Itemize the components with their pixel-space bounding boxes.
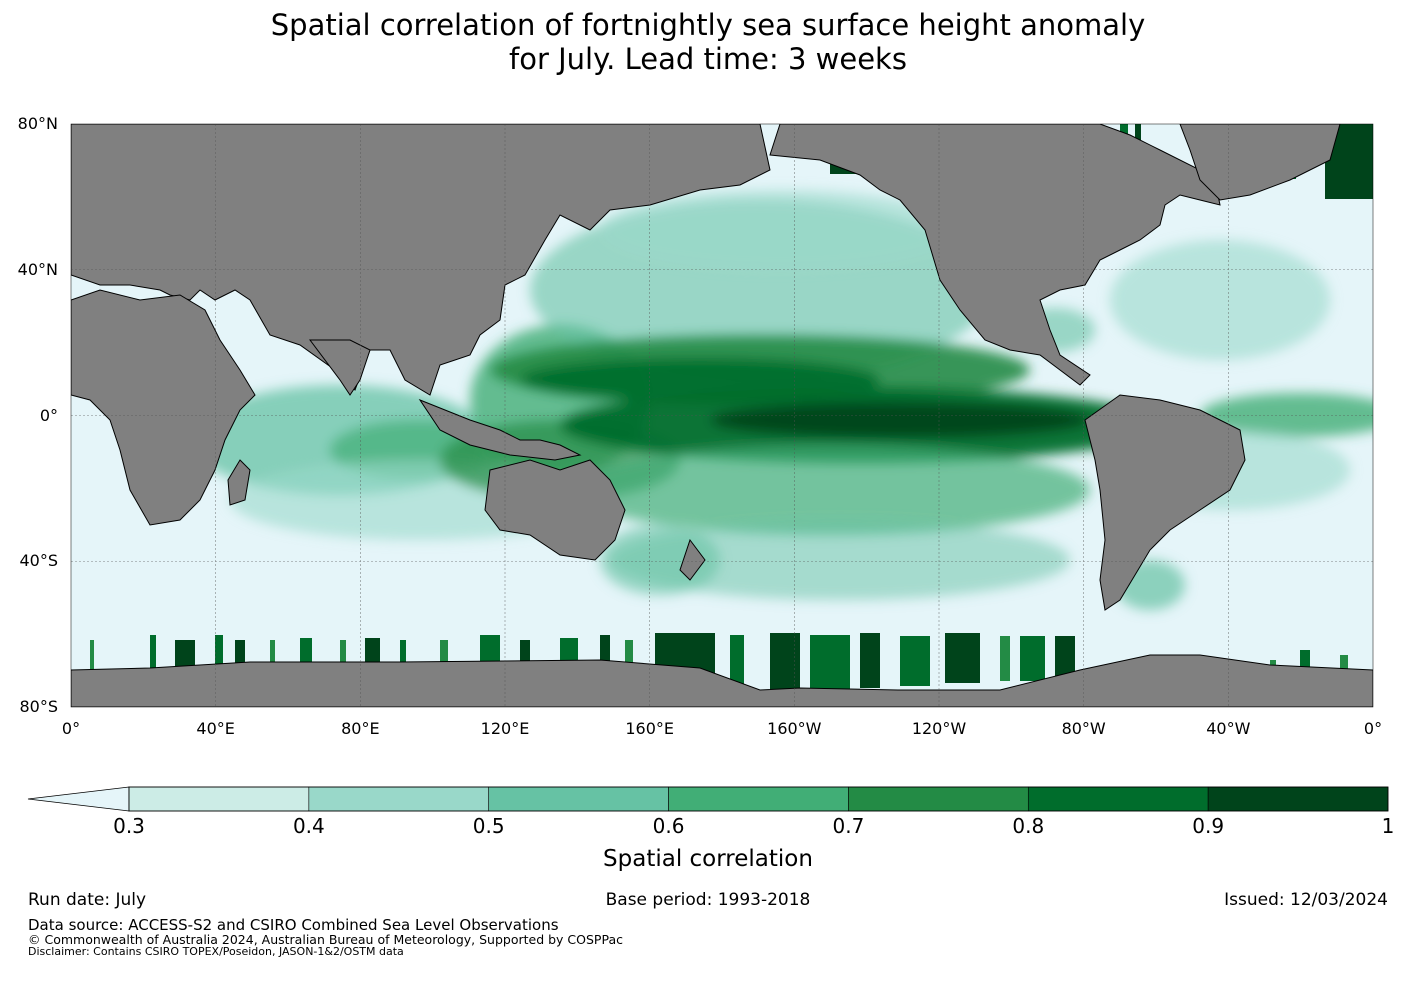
- copyright-notice: © Commonwealth of Australia 2024, Austra…: [28, 932, 623, 947]
- lat-tick-label: 40°S: [19, 551, 58, 571]
- issued-date: Issued: 12/03/2024: [1224, 890, 1388, 910]
- colorbar-tick-label: 0.4: [292, 814, 325, 838]
- colorbar-under-triangle: [27, 786, 130, 812]
- colorbar-bin: [1207, 786, 1389, 812]
- lon-tick-label: 160°E: [625, 719, 674, 738]
- land-india: [309, 339, 371, 396]
- lon-tick-label: 0°: [1363, 719, 1383, 738]
- colorbar-tick-label: 0.9: [1192, 814, 1225, 838]
- colorbar-tick-label: 0.5: [472, 814, 505, 838]
- colorbar-label: Spatial correlation: [603, 846, 813, 872]
- land-south-america: [1084, 394, 1246, 611]
- land-greenland: [1179, 124, 1341, 201]
- lat-tick-label: 80°S: [19, 697, 58, 716]
- disclaimer: Disclaimer: Contains CSIRO TOPEX/Poseido…: [28, 945, 404, 958]
- correlation-map: [70, 123, 1374, 708]
- lon-tick-label: 0°: [61, 719, 81, 738]
- data-source: Data source: ACCESS-S2 and CSIRO Combine…: [28, 916, 559, 934]
- land-australia: [484, 459, 626, 561]
- land-new-zealand: [679, 538, 706, 581]
- colorbar-bins: [128, 786, 1389, 812]
- lon-tick-label: 160°W: [767, 719, 822, 738]
- land-antarctica: [71, 654, 1373, 707]
- colorbar-tick-label: 0.3: [113, 814, 145, 838]
- colorbar: [27, 786, 1389, 812]
- chart-title: Spatial correlation of fortnightly sea s…: [0, 8, 1416, 76]
- lat-tick-label: 0°: [39, 405, 58, 425]
- land-madagascar: [227, 459, 251, 506]
- lat-tick-label: 40°N: [17, 259, 58, 279]
- lon-tick-label: 80°W: [1061, 719, 1106, 738]
- colorbar-bin: [1027, 786, 1209, 812]
- title-line-2: for July. Lead time: 3 weeks: [509, 42, 907, 76]
- land-maritime-continent: [418, 398, 582, 461]
- gridlines: [71, 124, 1373, 707]
- lon-tick-label: 40°E: [196, 719, 235, 738]
- map-frame: [70, 123, 1374, 708]
- lon-tick-label: 80°E: [341, 719, 380, 738]
- colorbar-bin: [668, 786, 849, 812]
- land-masses: [71, 124, 1373, 707]
- colorbar-tick-label: 0.7: [832, 814, 865, 838]
- colorbar-bin: [488, 786, 669, 812]
- colorbar-bin: [128, 786, 310, 812]
- run-date: Run date: July: [28, 890, 147, 910]
- colorbar-bin: [308, 786, 490, 812]
- colorbar-outline: [128, 786, 1389, 812]
- lon-tick-label: 120°W: [911, 719, 967, 738]
- base-period: Base period: 1993-2018: [605, 890, 811, 910]
- land-africa: [71, 289, 256, 526]
- lon-tick-label: 40°W: [1206, 719, 1251, 738]
- colorbar-tick-label: 1: [1381, 814, 1395, 838]
- lon-tick-label: 120°E: [480, 719, 530, 738]
- colorbar-tick-label: 0.6: [652, 814, 685, 838]
- title-line-1: Spatial correlation of fortnightly sea s…: [270, 8, 1146, 42]
- colorbar-tick-label: 0.8: [1012, 814, 1045, 838]
- lat-tick-label: 80°N: [17, 114, 58, 133]
- colorbar-bin: [848, 786, 1029, 812]
